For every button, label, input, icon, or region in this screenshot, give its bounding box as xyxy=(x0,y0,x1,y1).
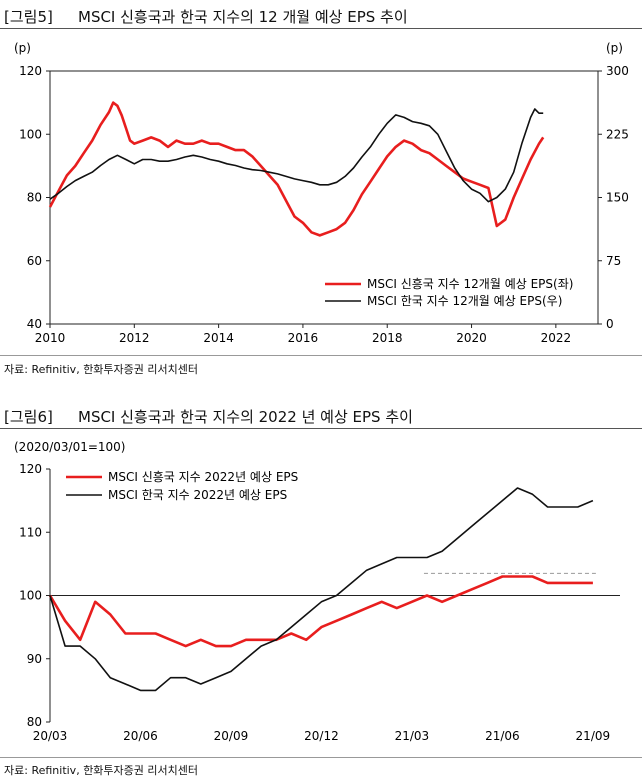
x-tick-label: 21/09 xyxy=(576,729,611,743)
figure6-source: 자료: Refinitiv, 한화투자증권 리서치센터 xyxy=(4,764,199,777)
legend-label: MSCI 신흥국 지수 12개월 예상 EPS(좌) xyxy=(367,277,573,291)
series-line-korea xyxy=(49,487,594,692)
x-tick-label: 2012 xyxy=(119,331,150,345)
y-left-tick-label: 120 xyxy=(19,64,42,78)
y-tick-label: 120 xyxy=(19,462,42,476)
figure5-chart: 40 60 80 100 120 0 75 150 225 300 2010 2012 2014 2016… xyxy=(14,41,629,345)
y-left-tick-label: 100 xyxy=(19,127,42,141)
figure6-source-rule xyxy=(0,757,642,758)
x-tick-label: 20/03 xyxy=(33,729,68,743)
figure5-source: 자료: Refinitiv, 한화투자증권 리서치센터 xyxy=(4,363,199,376)
y-left-tick-label: 40 xyxy=(27,317,42,331)
x-tick-label: 20/09 xyxy=(214,729,249,743)
y-tick-label: 110 xyxy=(19,525,42,539)
figure6-tag: [그림6] xyxy=(4,408,53,426)
figure5-title: MSCI 신흥국과 한국 지수의 12 개월 예상 EPS 추이 xyxy=(78,8,408,26)
x-tick-label: 2010 xyxy=(35,331,66,345)
y-right-tick-label: 0 xyxy=(606,317,614,331)
axis-note: (2020/03/01=100) xyxy=(14,440,126,454)
legend-label: MSCI 한국 지수 12개월 예상 EPS(우) xyxy=(367,294,562,308)
y-right-tick-label: 300 xyxy=(606,64,629,78)
x-tick-label: 2018 xyxy=(372,331,403,345)
figure6-title: MSCI 신흥국과 한국 지수의 2022 년 예상 EPS 추이 xyxy=(78,408,413,426)
y-left-tick-label: 80 xyxy=(27,191,42,205)
figure5-source-rule xyxy=(0,355,642,356)
legend-label: MSCI 신흥국 지수 2022년 예상 EPS xyxy=(108,470,298,484)
y-right-tick-label: 75 xyxy=(606,254,621,268)
y-tick-label: 80 xyxy=(27,715,42,729)
x-tick-label: 21/06 xyxy=(485,729,520,743)
x-tick-label: 20/06 xyxy=(123,729,158,743)
y-right-tick-label: 150 xyxy=(606,191,629,205)
series-line-korea xyxy=(49,108,544,203)
y-tick-label: 90 xyxy=(27,652,42,666)
figure5-tag: [그림5] xyxy=(4,8,53,26)
x-tick-label: 20/12 xyxy=(304,729,339,743)
figure6-header: [그림6] MSCI 신흥국과 한국 지수의 2022 년 예상 EPS 추이 xyxy=(0,402,642,429)
x-tick-label: 2014 xyxy=(203,331,234,345)
series-line-em xyxy=(48,575,593,648)
x-tick-label: 21/03 xyxy=(395,729,430,743)
y-left-unit: (p) xyxy=(14,41,31,55)
y-right-unit: (p) xyxy=(606,41,623,55)
legend-label: MSCI 한국 지수 2022년 예상 EPS xyxy=(108,488,287,502)
y-left-tick-label: 60 xyxy=(27,254,42,268)
x-tick-label: 2022 xyxy=(541,331,572,345)
figure5-header-rule xyxy=(0,28,642,29)
y-right-tick-label: 225 xyxy=(606,127,629,141)
x-tick-label: 2016 xyxy=(288,331,319,345)
figure5-header: [그림5] MSCI 신흥국과 한국 지수의 12 개월 예상 EPS 추이 xyxy=(0,2,642,29)
series-line-em xyxy=(48,101,545,237)
y-tick-label: 100 xyxy=(19,589,42,603)
figure6-header-rule xyxy=(0,428,642,429)
x-tick-label: 2020 xyxy=(456,331,487,345)
